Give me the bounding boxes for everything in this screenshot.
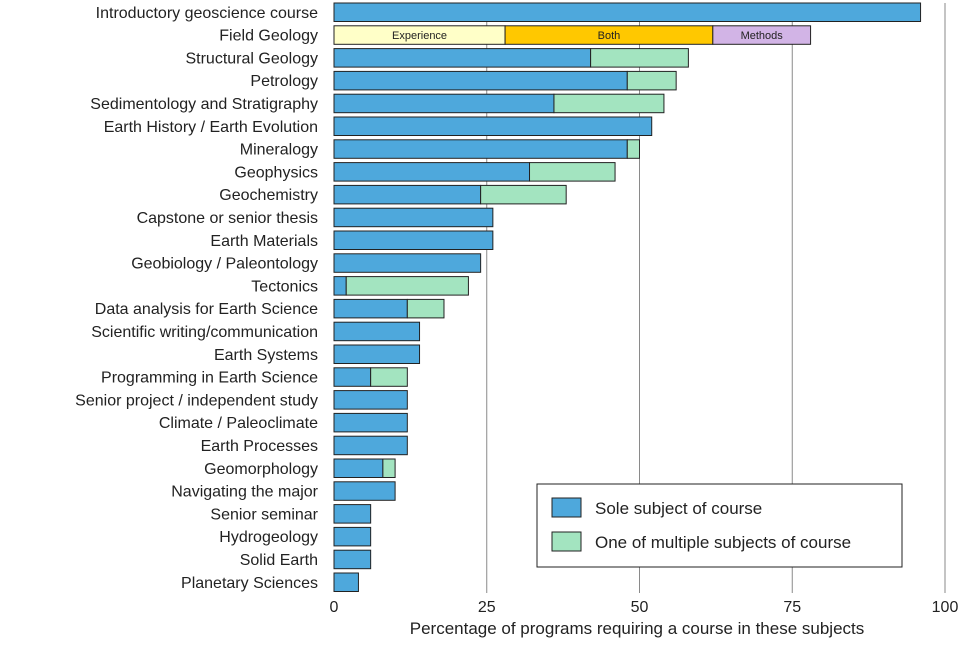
category-label-planetary-sciences: Planetary Sciences	[181, 575, 318, 592]
bar-programming-in-earth-science-sole	[333, 367, 372, 387]
bar-geobiology-paleontology-sole	[333, 253, 482, 273]
bar-capstone-or-senior-thesis-sole	[333, 207, 494, 228]
category-label-geobiology-paleontology: Geobiology / Paleontology	[131, 256, 318, 273]
bar-earth-processes-sole	[333, 435, 408, 456]
bar-petrology-sole	[333, 70, 628, 91]
bar-climate-paleoclimate-sole	[333, 412, 408, 433]
bar-sedimentology-and-stratigraphy-multiple	[553, 93, 665, 114]
bar-programming-in-earth-science-multiple	[370, 367, 408, 387]
category-label-solid-earth: Solid Earth	[240, 552, 318, 569]
bar-structural-geology-sole	[333, 48, 592, 68]
bar-structural-geology-multiple	[590, 48, 689, 68]
category-label-programming-in-earth-science: Programming in Earth Science	[101, 370, 318, 387]
bar-field-geology-methods	[712, 25, 812, 45]
bar-geophysics-sole	[333, 162, 531, 182]
bar-geomorphology-multiple	[382, 458, 396, 478]
bar-geochemistry-sole	[333, 184, 482, 205]
bar-mineralogy-multiple	[626, 139, 641, 159]
bar-tectonics-sole	[333, 276, 347, 296]
category-label-mineralogy: Mineralogy	[240, 142, 318, 159]
category-label-senior-project-independent-study: Senior project / independent study	[75, 392, 318, 409]
bar-sedimentology-and-stratigraphy-sole	[333, 93, 555, 114]
bar-tectonics-multiple	[345, 276, 469, 296]
segment-label-methods: Methods	[741, 30, 784, 42]
bar-mineralogy-sole	[333, 139, 628, 159]
x-tick-labels: 0 25 50 75 100	[330, 599, 959, 616]
category-label-geomorphology: Geomorphology	[204, 461, 318, 478]
category-label-sedimentology-and-stratigraphy: Sedimentology and Stratigraphy	[90, 96, 318, 113]
category-label-structural-geology: Structural Geology	[185, 50, 318, 67]
bar-scientific-writing-communication-sole	[333, 321, 421, 342]
bar-earth-systems-sole	[333, 344, 421, 364]
legend-swatch-sole	[551, 497, 582, 518]
bar-senior-project-independent-study-sole	[333, 390, 408, 410]
legend-label-sole: Sole subject of course	[595, 499, 762, 518]
legend: Sole subject of course One of multiple s…	[536, 483, 903, 568]
category-labels: Introductory geoscience course Field Geol…	[75, 5, 318, 592]
legend-swatch-multiple	[551, 531, 582, 552]
bar-geomorphology-sole	[333, 458, 384, 478]
bar-geochemistry-multiple	[480, 184, 567, 205]
bar-earth-materials-sole	[333, 230, 494, 250]
bar-data-analysis-for-earth-science-sole	[333, 298, 408, 319]
category-label-navigating-the-major: Navigating the major	[171, 484, 318, 501]
category-label-field-geology: Field Geology	[219, 28, 318, 45]
bar-planetary-sciences-sole	[333, 572, 359, 592]
category-label-petrology: Petrology	[250, 73, 318, 90]
category-label-climate-paleoclimate: Climate / Paleoclimate	[159, 415, 318, 432]
category-label-geophysics: Geophysics	[234, 164, 318, 181]
x-tick-25: 25	[478, 599, 496, 616]
segment-label-both: Both	[598, 30, 621, 42]
bar-senior-seminar-sole	[333, 504, 372, 524]
category-label-hydrogeology: Hydrogeology	[219, 529, 318, 546]
x-tick-50: 50	[631, 599, 649, 616]
category-label-earth-materials: Earth Materials	[210, 233, 318, 250]
bars: Experience Both Methods	[333, 2, 922, 592]
category-label-introductory-geoscience-course: Introductory geoscience course	[96, 5, 318, 22]
bar-data-analysis-for-earth-science-multiple	[406, 298, 445, 319]
category-label-earth-history-earth-evolution: Earth History / Earth Evolution	[104, 119, 318, 136]
legend-box	[536, 483, 903, 568]
legend-label-multiple: One of multiple subjects of course	[595, 533, 851, 552]
category-label-data-analysis-for-earth-science: Data analysis for Earth Science	[95, 301, 318, 318]
category-label-earth-systems: Earth Systems	[214, 347, 318, 364]
bar-introductory-geoscience-course-sole	[333, 2, 922, 22]
x-tick-75: 75	[783, 599, 801, 616]
category-label-capstone-or-senior-thesis: Capstone or senior thesis	[137, 210, 318, 227]
x-axis-title: Percentage of programs requiring a cours…	[410, 619, 865, 638]
category-label-scientific-writing-communication: Scientific writing/communication	[91, 324, 318, 341]
bar-earth-history-earth-evolution-sole	[333, 116, 653, 136]
segment-label-experience: Experience	[392, 30, 447, 42]
bar-solid-earth-sole	[333, 549, 372, 570]
bar-hydrogeology-sole	[333, 526, 372, 547]
category-label-senior-seminar: Senior seminar	[210, 506, 318, 523]
category-label-earth-processes: Earth Processes	[201, 438, 318, 455]
bar-geophysics-multiple	[529, 162, 616, 182]
category-label-tectonics: Tectonics	[251, 278, 318, 295]
category-label-geochemistry: Geochemistry	[219, 187, 318, 204]
bar-navigating-the-major-sole	[333, 481, 396, 501]
x-tick-0: 0	[330, 599, 339, 616]
x-tick-100: 100	[932, 599, 959, 616]
bar-petrology-multiple	[626, 70, 677, 91]
